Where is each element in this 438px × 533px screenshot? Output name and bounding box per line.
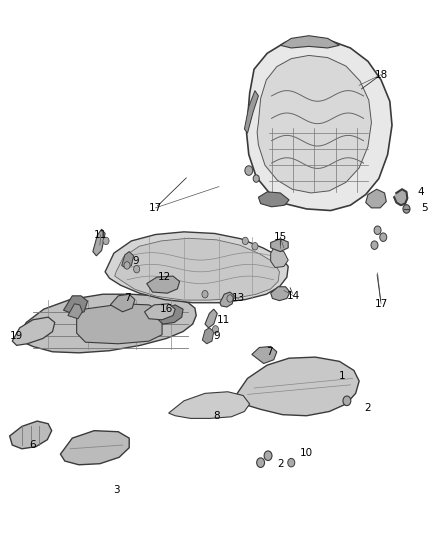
Polygon shape — [155, 305, 183, 324]
Polygon shape — [247, 37, 392, 211]
Circle shape — [253, 175, 259, 182]
Text: 9: 9 — [213, 331, 220, 341]
Polygon shape — [202, 328, 214, 344]
Text: 4: 4 — [417, 187, 424, 197]
Circle shape — [403, 205, 410, 213]
Text: 19: 19 — [10, 331, 23, 341]
Circle shape — [124, 262, 130, 269]
Text: 6: 6 — [29, 440, 36, 450]
Circle shape — [371, 241, 378, 249]
Polygon shape — [60, 431, 129, 465]
Text: 14: 14 — [287, 291, 300, 301]
Text: 1: 1 — [338, 371, 345, 381]
Circle shape — [227, 295, 233, 302]
Text: 11: 11 — [94, 230, 107, 239]
Polygon shape — [147, 276, 180, 293]
Text: 3: 3 — [113, 486, 120, 495]
Polygon shape — [10, 421, 52, 449]
Polygon shape — [12, 317, 55, 345]
Text: 17: 17 — [149, 203, 162, 213]
Circle shape — [134, 265, 140, 273]
Polygon shape — [271, 287, 290, 301]
Circle shape — [242, 237, 248, 245]
Circle shape — [380, 233, 387, 241]
Polygon shape — [232, 357, 359, 416]
Text: 8: 8 — [213, 411, 220, 421]
Polygon shape — [110, 294, 135, 312]
Polygon shape — [115, 238, 279, 300]
Circle shape — [343, 396, 351, 406]
Polygon shape — [280, 36, 339, 48]
Text: 5: 5 — [421, 203, 428, 213]
Polygon shape — [220, 292, 234, 307]
Polygon shape — [105, 232, 288, 303]
Polygon shape — [77, 304, 162, 344]
Text: 15: 15 — [274, 232, 287, 242]
Text: 7: 7 — [266, 347, 273, 357]
Polygon shape — [145, 304, 175, 320]
Polygon shape — [257, 55, 371, 193]
Circle shape — [288, 458, 295, 467]
Polygon shape — [258, 192, 289, 207]
Circle shape — [202, 290, 208, 298]
Polygon shape — [366, 189, 386, 208]
Text: 18: 18 — [374, 70, 388, 79]
Circle shape — [257, 458, 265, 467]
Polygon shape — [271, 239, 288, 252]
Polygon shape — [122, 252, 134, 269]
Polygon shape — [252, 346, 277, 364]
Text: 16: 16 — [160, 304, 173, 314]
Text: 7: 7 — [124, 294, 131, 303]
Polygon shape — [93, 229, 105, 256]
Text: 2: 2 — [277, 459, 284, 469]
Text: 17: 17 — [374, 299, 388, 309]
Text: 9: 9 — [132, 256, 139, 266]
Text: 13: 13 — [232, 294, 245, 303]
Polygon shape — [64, 296, 88, 314]
Polygon shape — [18, 294, 196, 353]
Circle shape — [264, 451, 272, 461]
Circle shape — [103, 237, 109, 245]
Polygon shape — [205, 309, 217, 328]
Polygon shape — [169, 392, 250, 418]
Polygon shape — [394, 189, 407, 205]
Circle shape — [252, 243, 258, 250]
Text: 12: 12 — [158, 272, 171, 282]
Circle shape — [245, 166, 253, 175]
Polygon shape — [68, 304, 82, 319]
Text: 2: 2 — [364, 403, 371, 413]
Circle shape — [374, 226, 381, 235]
Text: 11: 11 — [217, 315, 230, 325]
Polygon shape — [244, 91, 258, 133]
Text: 10: 10 — [300, 448, 313, 458]
Circle shape — [212, 326, 219, 333]
Polygon shape — [271, 248, 288, 268]
